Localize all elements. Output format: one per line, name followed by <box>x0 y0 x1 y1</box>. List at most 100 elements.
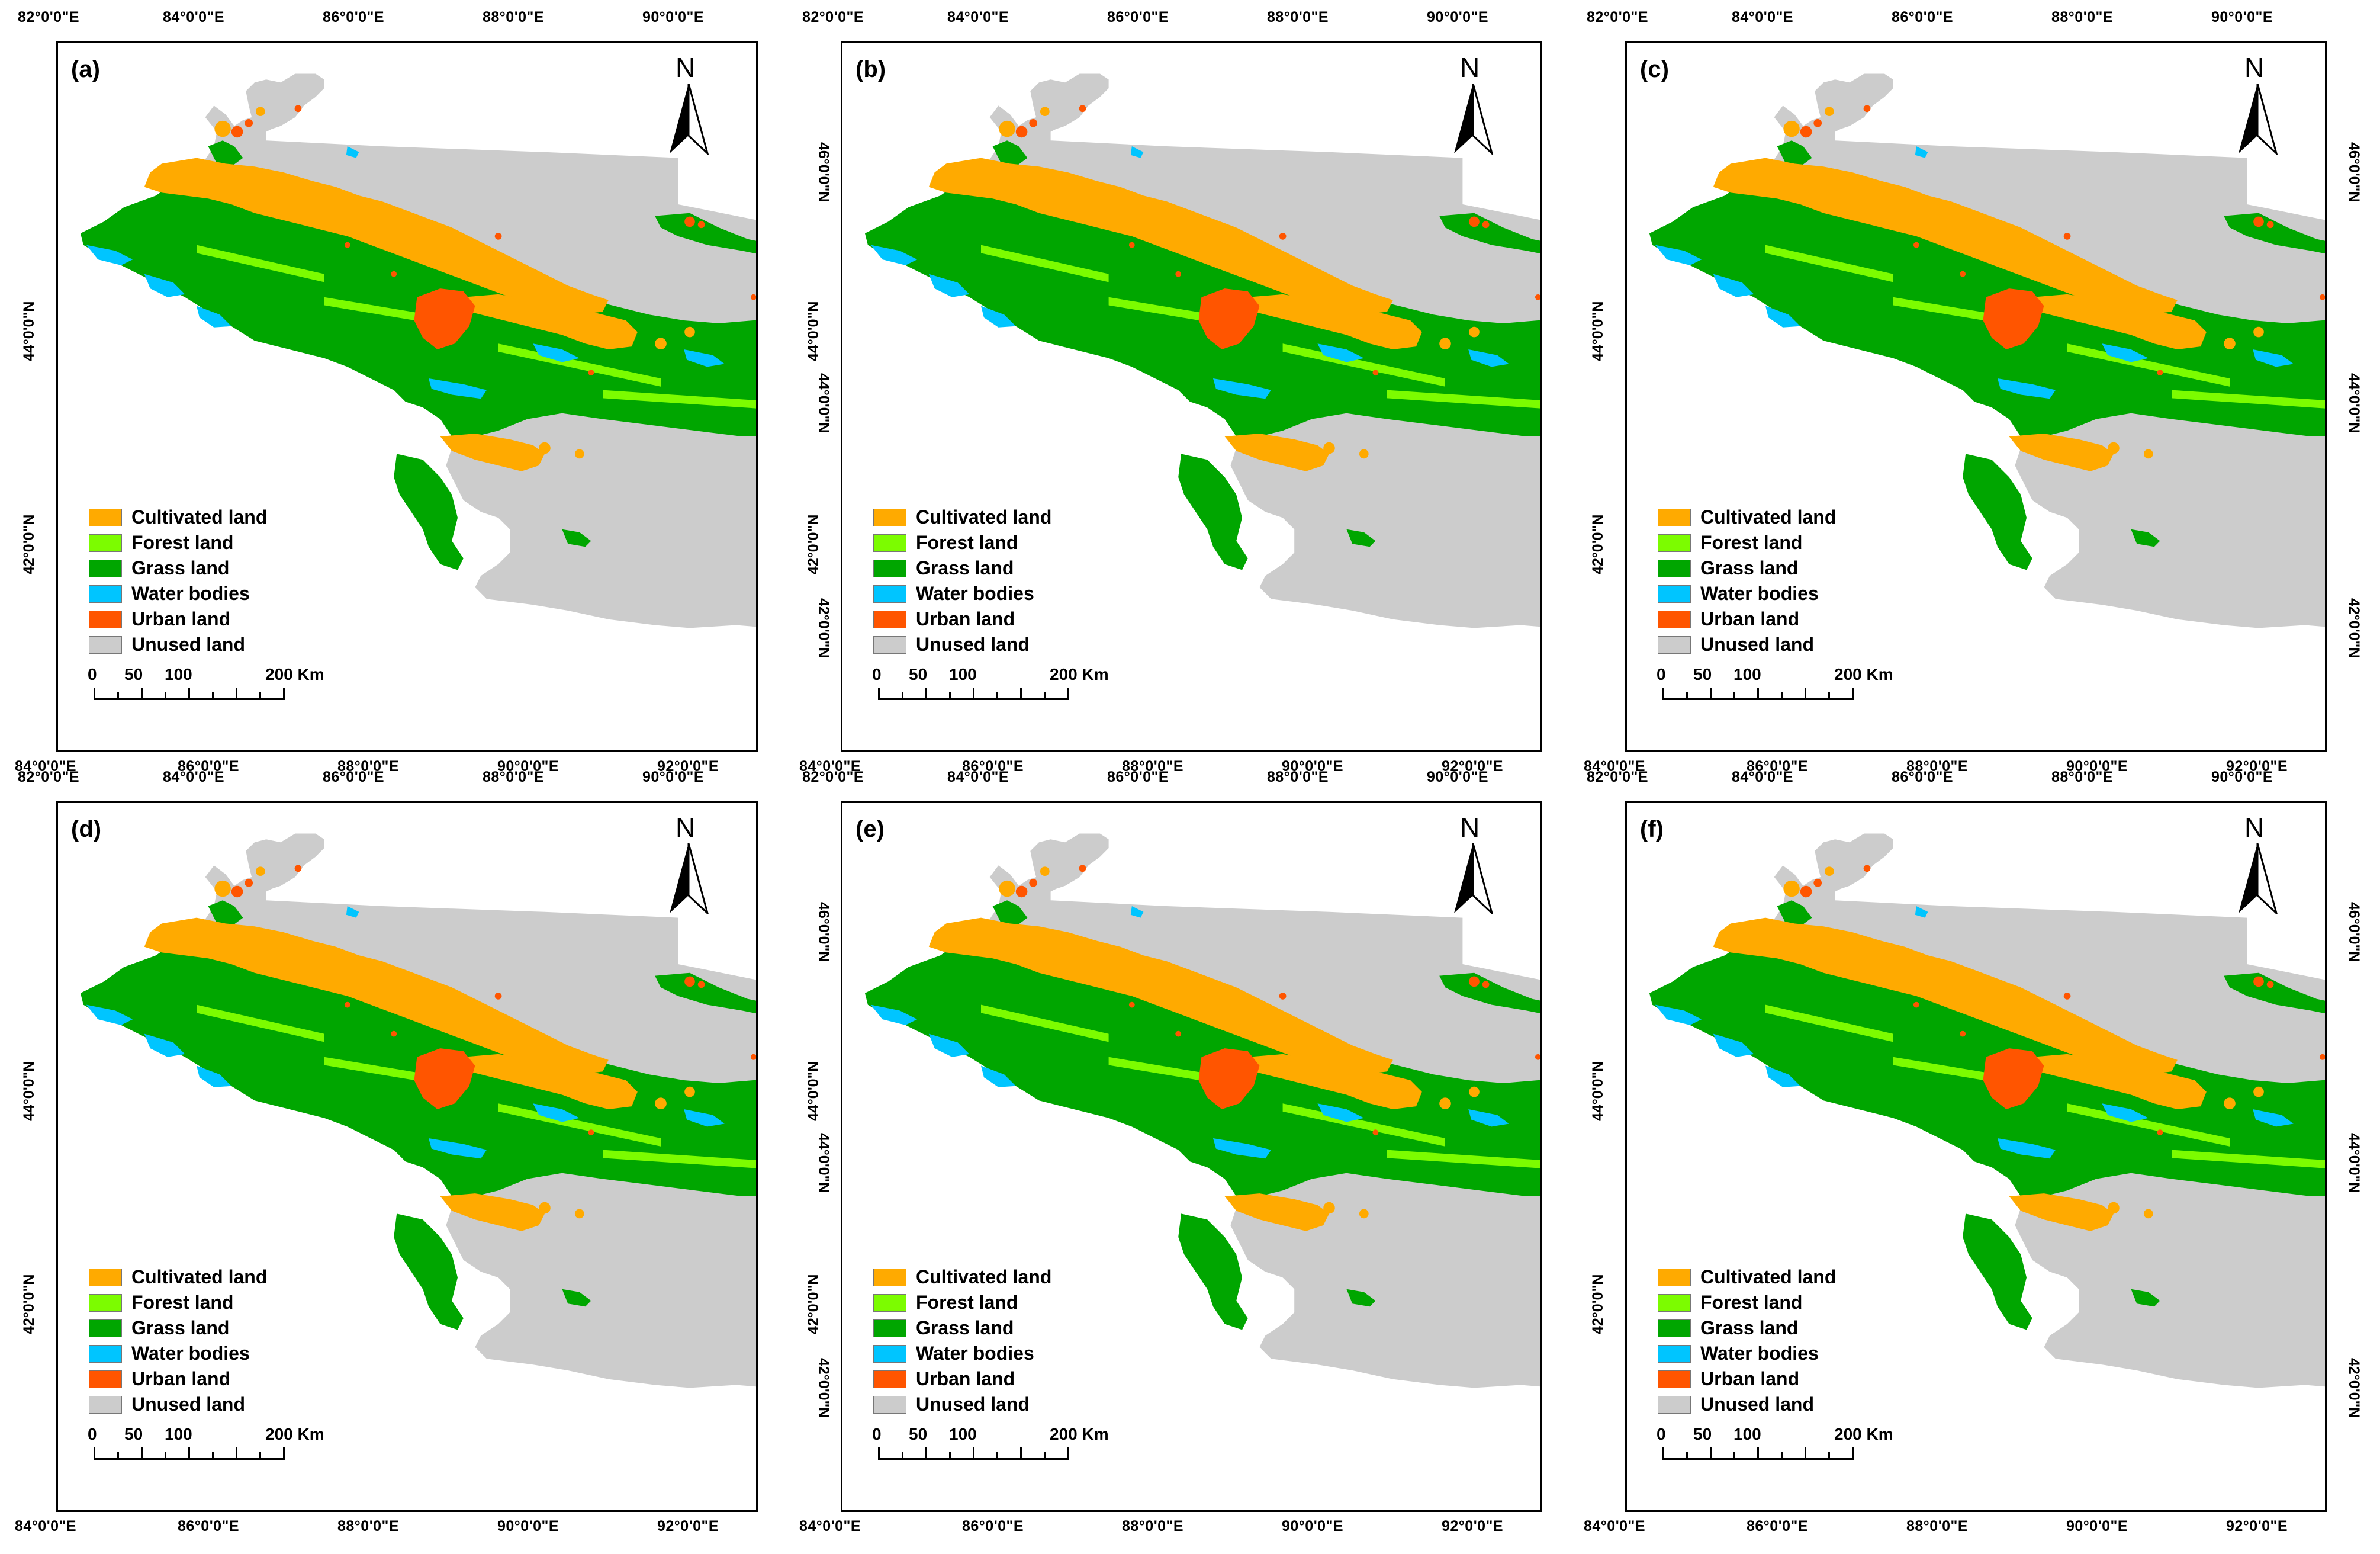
legend: Cultivated land Forest land Grass land Wate… <box>873 1265 1086 1419</box>
north-arrow-letter: N <box>1460 52 1480 83</box>
legend-label: Grass land <box>916 557 1014 579</box>
legend-swatch <box>1658 1396 1691 1414</box>
cultivated-land-patch <box>1886 197 1900 211</box>
scale-bar-label: 100 <box>165 1425 192 1443</box>
legend-label: Cultivated land <box>131 506 268 528</box>
legend-item: Forest land <box>89 1290 302 1313</box>
scale-bar-tick <box>925 688 927 700</box>
scale-bar-label: 100 <box>1733 665 1761 683</box>
scale-bar-tick <box>141 688 143 700</box>
longitude-label: 90°0'0"E <box>497 758 559 775</box>
latitude-label: 46°0'0"N <box>2346 142 2362 203</box>
cultivated-land-patch <box>999 880 1015 897</box>
cultivated-land-patch <box>1439 1097 1451 1109</box>
cultivated-land-area <box>928 917 1393 1075</box>
longitude-label: 82°0'0"E <box>18 769 80 785</box>
scale-bar: 0 50 100 200 Km <box>1657 1425 1929 1472</box>
legend-swatch <box>89 1370 122 1388</box>
longitude-label: 84°0'0"E <box>1732 769 1794 785</box>
cultivated-land-patch <box>574 1209 584 1219</box>
water-bodies-area <box>197 306 231 328</box>
cultivated-land-area <box>440 1193 545 1231</box>
grass-land-area <box>2224 972 2325 1014</box>
legend-swatch <box>873 509 906 526</box>
legend-item: Water bodies <box>873 582 1086 604</box>
water-bodies-area <box>870 1004 918 1025</box>
scale-bar: 0 50 100 200 Km <box>872 665 1144 712</box>
latitude-label: 44°0'0"N <box>2346 1133 2362 1193</box>
legend-swatch <box>89 1294 122 1312</box>
north-arrow-icon: N <box>665 52 712 156</box>
longitude-label: 88°0'0"E <box>1906 758 1969 775</box>
latitude-label: 42°0'0"N <box>815 598 832 659</box>
latitude-label: 42°0'0"N <box>21 1274 37 1334</box>
legend-item: Cultivated land <box>1658 505 1871 528</box>
legend-swatch <box>89 1269 122 1286</box>
water-bodies-area <box>870 245 918 265</box>
urban-land-patch <box>1813 118 1822 127</box>
longitude-label: 90°0'0"E <box>497 1518 559 1534</box>
scale-bar-tick <box>236 1447 237 1460</box>
longitude-label: 82°0'0"E <box>1587 769 1649 785</box>
legend-label: Unused land <box>131 634 246 655</box>
cultivated-land-patch <box>2108 442 2120 454</box>
urban-land-area <box>1198 288 1260 349</box>
longitude-label: 92°0'0"E <box>1442 1518 1504 1534</box>
cultivated-land-patch <box>317 197 332 211</box>
land-use-map <box>81 73 756 628</box>
scale-bar-tick <box>1067 688 1069 700</box>
north-arrow-letter: N <box>2244 52 2265 83</box>
scale-bar-label: 200 Km <box>1834 1425 1893 1443</box>
longitude-label: 92°0'0"E <box>657 758 719 775</box>
legend-swatch <box>1658 560 1691 577</box>
forest-land-area <box>981 1004 1109 1042</box>
water-bodies-area <box>429 1138 487 1159</box>
cultivated-land-patch <box>1323 442 1335 454</box>
longitude-label: 90°0'0"E <box>1282 758 1344 775</box>
scale-bar-label: 200 Km <box>1050 1425 1109 1443</box>
scale-bar-tick <box>925 1447 927 1460</box>
longitude-label: 86°0'0"E <box>1892 9 1954 25</box>
legend-item: Unused land <box>89 632 302 655</box>
scale-bar-label: 100 <box>949 665 977 683</box>
legend-item: Grass land <box>89 556 302 579</box>
water-bodies-area <box>2253 349 2294 367</box>
scale-bar-label: 200 Km <box>1834 665 1893 683</box>
grass-land-area <box>655 213 756 254</box>
urban-land-patch <box>1029 118 1038 127</box>
cultivated-land-patch <box>1824 866 1834 876</box>
urban-land-patch <box>1800 126 1812 138</box>
longitude-label: 84°0'0"E <box>1584 758 1646 775</box>
scale-bar-tick <box>1662 1447 1664 1460</box>
latitude-label: 42°0'0"N <box>805 514 822 574</box>
cultivated-land-patch <box>2253 1086 2264 1097</box>
legend-item: Cultivated land <box>873 505 1086 528</box>
cultivated-land-patch <box>2108 1202 2120 1214</box>
longitude-label: 82°0'0"E <box>802 769 864 785</box>
longitude-label: 86°0'0"E <box>1892 769 1954 785</box>
legend-item: Forest land <box>1658 531 1871 553</box>
urban-land-patch <box>1015 126 1028 138</box>
cultivated-land-patch <box>1160 221 1173 233</box>
legend: Cultivated land Forest land Grass land Wate… <box>89 1265 302 1419</box>
longitude-label: 82°0'0"E <box>18 9 80 25</box>
water-bodies-area <box>86 1004 133 1025</box>
urban-land-patch <box>391 271 397 277</box>
urban-land-patch <box>1863 105 1871 113</box>
cultivated-land-patch <box>255 107 265 117</box>
urban-land-patch <box>2063 993 2071 1000</box>
water-bodies-area <box>1915 146 1928 158</box>
urban-land-patch <box>231 885 243 898</box>
longitude-label: 86°0'0"E <box>1107 9 1169 25</box>
urban-land-patch <box>2063 233 2071 240</box>
scale-bar-tick <box>996 1452 998 1460</box>
urban-land-patch <box>684 216 695 227</box>
longitude-label: 86°0'0"E <box>1107 769 1169 785</box>
scale-bar-tick <box>283 688 285 700</box>
urban-land-patch <box>2157 1129 2163 1136</box>
urban-land-patch <box>1128 1001 1135 1008</box>
legend-label: Urban land <box>131 608 231 630</box>
water-bodies-area <box>144 1033 185 1057</box>
legend: Cultivated land Forest land Grass land Wate… <box>873 505 1086 659</box>
scale-bar-tick <box>1020 688 1022 700</box>
